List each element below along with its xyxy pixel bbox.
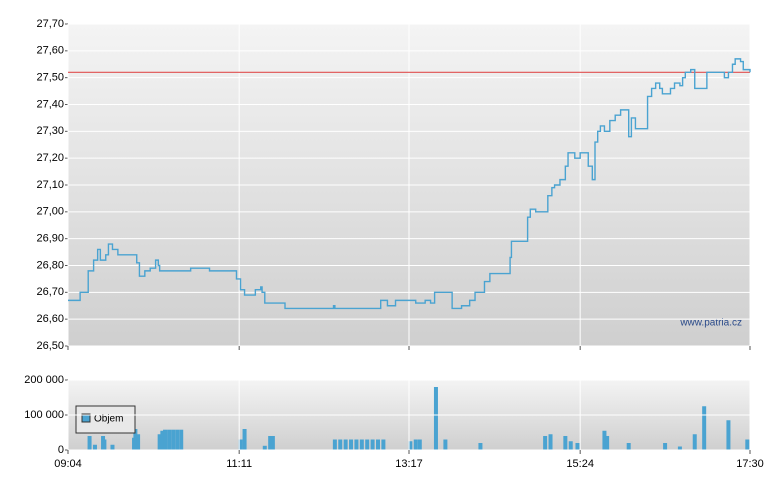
legend-swatch [81, 413, 91, 423]
volume-bar [262, 445, 267, 450]
x-tick-label: 11:11 [226, 458, 252, 470]
y-tick-label: 27,20 [36, 152, 64, 164]
x-tick-label: 09:04 [54, 458, 82, 470]
volume-bar [692, 434, 697, 450]
volume-bar [605, 436, 610, 450]
volume-bar [102, 439, 107, 450]
volume-bar [171, 429, 176, 450]
volume-bar [408, 441, 413, 450]
volume-bar [343, 439, 348, 450]
y-tick-label: 26,70 [36, 286, 64, 298]
volume-bar [417, 439, 422, 450]
y-tick-label: 200 000 [24, 374, 64, 386]
volume-bar [478, 443, 483, 450]
y-tick-label: 27,10 [36, 179, 64, 191]
volume-bar [338, 439, 343, 450]
volume-bar [370, 439, 375, 450]
price-line [68, 58, 751, 310]
volume-bar [349, 439, 354, 450]
y-tick-label: 26,60 [36, 313, 64, 325]
volume-bar [136, 434, 141, 450]
volume-bar [133, 429, 138, 450]
volume-bar [167, 429, 172, 450]
volume-bar [92, 444, 97, 450]
y-tick-label: 100 000 [24, 409, 64, 421]
volume-bar [175, 429, 180, 450]
volume-bar [354, 439, 359, 450]
volume-bar [160, 430, 165, 450]
legend-label: Objem [94, 414, 123, 425]
volume-bar [602, 430, 607, 450]
volume-bar [726, 420, 731, 450]
volume-bar [568, 441, 573, 450]
volume-bar [381, 439, 386, 450]
y-tick-label: 27,00 [36, 206, 64, 218]
volume-bar [413, 439, 418, 450]
y-tick-label: 26,50 [36, 340, 64, 352]
volume-bar [745, 439, 750, 450]
y-tick-label: 27,50 [36, 72, 64, 84]
volume-bar [359, 439, 364, 450]
x-tick-label: 13:17 [395, 458, 423, 470]
y-tick-label: 27,40 [36, 98, 64, 110]
volume-bar [87, 436, 92, 450]
volume-bar [163, 429, 168, 450]
volume-bar [376, 439, 380, 450]
y-tick-label: 27,70 [36, 18, 64, 30]
watermark: www.patria.cz [679, 318, 742, 329]
volume-bar [238, 439, 243, 450]
volume-bar [443, 439, 448, 450]
y-tick-label: 27,60 [36, 45, 64, 57]
x-tick-label: 17:30 [736, 458, 764, 470]
x-tick-label: 15:24 [566, 458, 594, 470]
volume-bar [663, 443, 668, 450]
volume-bar [179, 429, 184, 450]
volume-bar [268, 436, 273, 450]
volume-bar [433, 387, 438, 450]
volume-bar [548, 434, 553, 450]
volume-bar [702, 406, 707, 450]
volume-bar [157, 434, 162, 450]
volume-bar [543, 436, 548, 450]
y-tick-label: 26,80 [36, 259, 64, 271]
volume-bar [677, 446, 682, 450]
volume-bar [563, 436, 568, 450]
volume-bar [270, 436, 275, 450]
y-tick-label: 26,90 [36, 233, 64, 245]
volume-bar [332, 439, 337, 450]
volume-bar [575, 443, 580, 450]
volume-bar [626, 443, 631, 450]
y-tick-label: 27,30 [36, 125, 64, 137]
y-tick-label: 0 [58, 444, 64, 456]
volume-bar [365, 439, 370, 450]
volume-bar [242, 429, 247, 450]
volume-bar [110, 444, 115, 450]
